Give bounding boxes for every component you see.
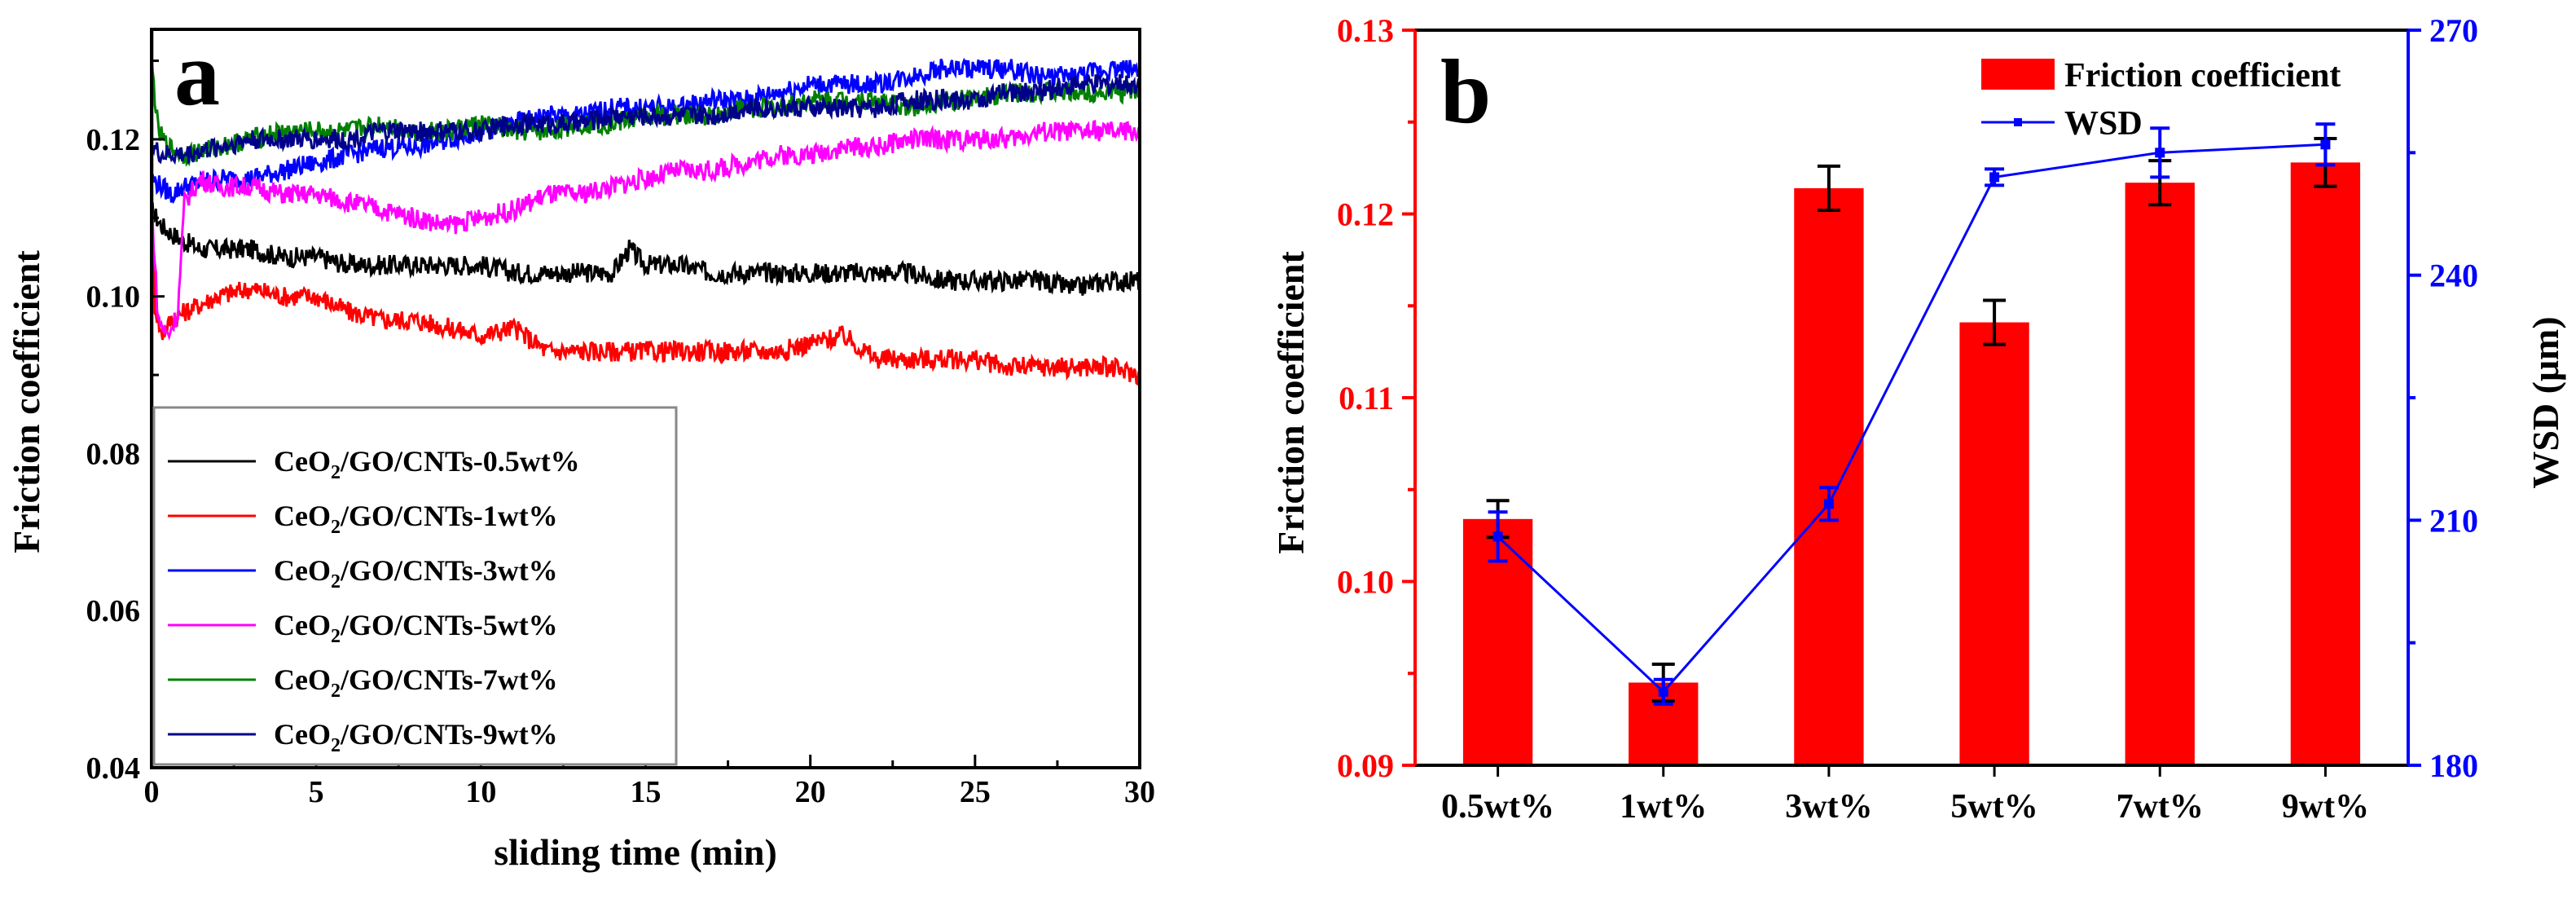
x-tick-label: 0.5wt% — [1441, 788, 1554, 826]
series-line-ceo2-go-cnts-3wt — [150, 57, 1141, 205]
y-tick-label: 0.10 — [1337, 564, 1394, 601]
legend-swatch-friction-coefficient — [1981, 59, 2055, 90]
wsd-point-1wt — [1658, 686, 1668, 697]
y-tick-label: 0.13 — [1337, 12, 1394, 49]
y2-tick-label: 180 — [2429, 747, 2478, 784]
y2-tick-label: 270 — [2429, 12, 2478, 49]
legend-marker-wsd — [2014, 118, 2022, 126]
x-tick-label: 7wt% — [2117, 788, 2204, 826]
bar-5wt — [1959, 322, 2029, 765]
series-line-ceo2-go-cnts-5wt — [150, 119, 1141, 341]
panel-a-y-axis-label: Friction coefficient — [6, 249, 47, 553]
y-tick-label: 0.04 — [86, 751, 141, 786]
panel-a-legend-box — [152, 406, 678, 766]
y-tick-label: 0.06 — [86, 594, 141, 628]
x-tick-label: 25 — [960, 775, 991, 809]
y-tick-label: 0.12 — [86, 123, 141, 157]
x-tick-label: 15 — [631, 775, 662, 809]
y2-tick-label: 210 — [2429, 502, 2478, 539]
legend-label-ceo2-go-cnts-3wt: CeO2/GO/CNTs-3wt% — [274, 554, 558, 592]
legend-label-ceo2-go-cnts-0-5wt: CeO2/GO/CNTs-0.5wt% — [274, 445, 580, 483]
panel-b-y-axis-label: Friction coefficient — [1270, 250, 1312, 553]
x-tick-label: 1wt% — [1620, 788, 1707, 826]
panel-b-letter: b — [1440, 42, 1491, 143]
panel-b: 0.09 0.10 0.11 0.12 0.13 180 210 240 270 0.5wt%… — [1270, 12, 2566, 826]
bar-3wt — [1794, 187, 1864, 765]
x-tick-label: 10 — [465, 775, 496, 809]
y-tick-label: 0.08 — [86, 437, 141, 471]
series-line-ceo2-go-cnts-1wt — [150, 201, 1141, 386]
legend-label-ceo2-go-cnts-9wt: CeO2/GO/CNTs-9wt% — [274, 718, 558, 756]
y-tick-label: 0.10 — [86, 280, 141, 315]
x-tick-label: 3wt% — [1785, 788, 1872, 826]
x-tick-label: 5 — [309, 775, 324, 809]
wsd-point-5wt — [1989, 172, 2000, 183]
x-tick-label: 9wt% — [2282, 788, 2369, 826]
series-line-ceo2-go-cnts-0-5wt — [150, 200, 1141, 296]
y-tick-label: 0.11 — [1339, 380, 1394, 416]
wsd-point-0-5wt — [1492, 531, 1503, 542]
panel-b-bars-group — [1462, 162, 2361, 766]
series-line-ceo2-go-cnts-9wt — [150, 74, 1141, 165]
x-tick-label: 5wt% — [1950, 788, 2038, 826]
panel-a-x-axis-label: sliding time (min) — [494, 831, 777, 873]
x-tick-label: 0 — [144, 775, 160, 809]
legend-label-friction-coefficient: Friction coefficient — [2064, 57, 2341, 95]
panel-a-letter: a — [174, 24, 220, 125]
legend-label-ceo2-go-cnts-7wt: CeO2/GO/CNTs-7wt% — [274, 663, 558, 702]
panel-a: 0 5 10 15 20 25 30 0.04 0.06 0.08 0.10 0.12 a slid… — [6, 24, 1155, 873]
bar-7wt — [2125, 183, 2195, 766]
x-tick-label: 30 — [1124, 775, 1155, 809]
y-tick-label: 0.09 — [1337, 747, 1394, 784]
legend-label-wsd: WSD — [2064, 105, 2143, 143]
panel-b-legend: Friction coefficient WSD — [1981, 57, 2341, 143]
legend-label-ceo2-go-cnts-5wt: CeO2/GO/CNTs-5wt% — [274, 609, 558, 647]
wsd-point-7wt — [2155, 148, 2165, 158]
panel-b-bar-errorbars — [1486, 137, 2337, 703]
x-tick-label: 20 — [795, 775, 826, 809]
panel-a-legend: CeO2/GO/CNTs-0.5wt% CeO2/GO/CNTs-1wt% CeO2… — [152, 406, 678, 766]
y2-tick-label: 240 — [2429, 258, 2478, 294]
wsd-line — [1497, 143, 2326, 694]
bar-9wt — [2290, 162, 2361, 766]
panel-b-wsd-group — [1488, 122, 2336, 706]
legend-label-ceo2-go-cnts-1wt: CeO2/GO/CNTs-1wt% — [274, 500, 558, 538]
wsd-point-3wt — [1823, 499, 1834, 509]
y-tick-label: 0.12 — [1337, 196, 1394, 233]
wsd-point-9wt — [2320, 139, 2331, 150]
panel-b-y2-axis-label: WSD (μm) — [2525, 316, 2566, 488]
